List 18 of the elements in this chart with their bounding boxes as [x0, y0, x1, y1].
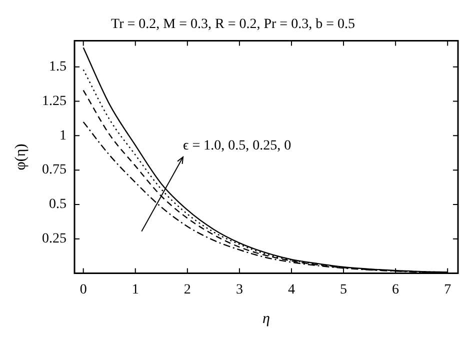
annotation: ϵ = 1.0, 0.5, 0.25, 0: [183, 138, 292, 154]
x-tick-label: 7: [444, 282, 452, 298]
x-axis-title: η: [262, 310, 270, 327]
x-tick-label: 4: [288, 282, 295, 298]
x-tick-label: 2: [184, 282, 191, 298]
y-tick-label: 1.25: [42, 94, 66, 109]
y-tick-label: 1.5: [49, 60, 66, 75]
x-tick-label: 5: [340, 282, 348, 298]
x-tick-label: 6: [392, 282, 400, 298]
y-tick-label: 0.25: [42, 231, 66, 246]
y-tick-label: 0.5: [49, 197, 66, 212]
y-tick-label: 1: [60, 128, 66, 144]
y-axis-title: φ(η): [12, 144, 29, 170]
y-tick-label: 0.75: [42, 162, 66, 178]
x-tick-label: 1: [132, 282, 139, 298]
x-tick-label: 0: [80, 282, 87, 298]
x-tick-label: 3: [236, 282, 243, 298]
chart-title: Tr = 0.2, M = 0.3, R = 0.2, Pr = 0.3, b = 0.5: [111, 17, 355, 32]
